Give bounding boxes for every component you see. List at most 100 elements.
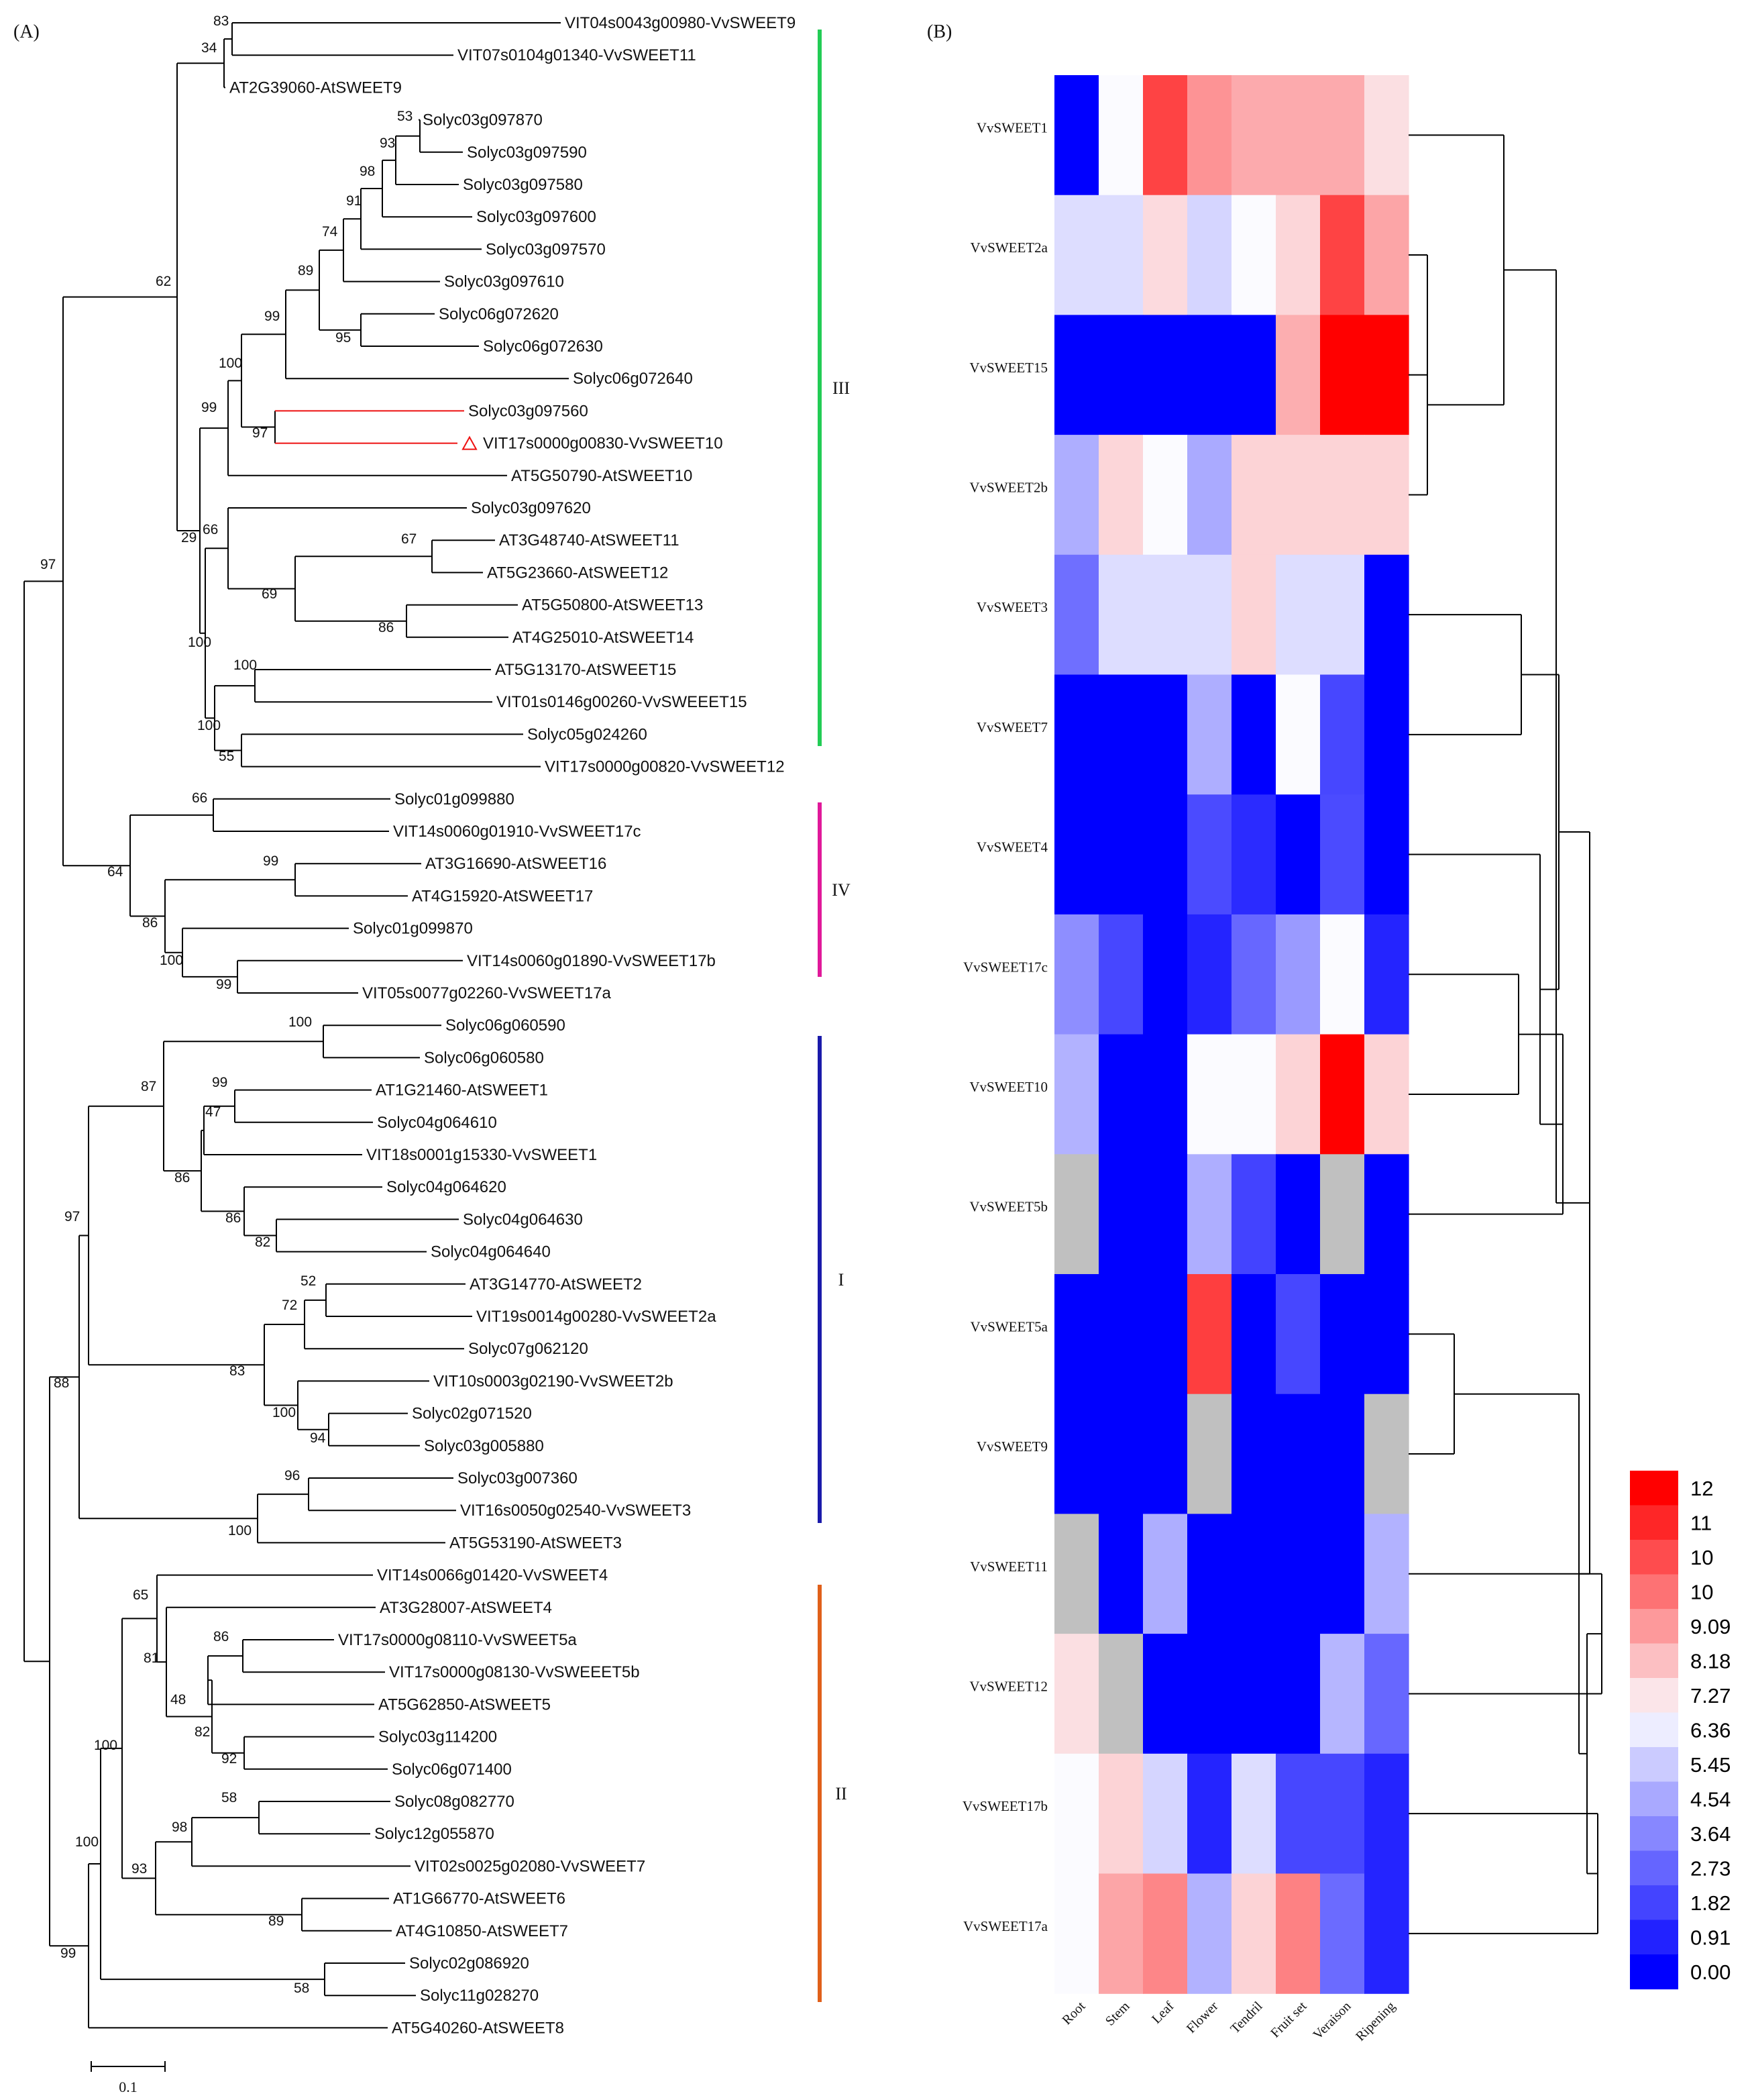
heatmap-cell <box>1232 1873 1276 1994</box>
heatmap-cell <box>1276 1154 1321 1275</box>
heatmap-cell <box>1099 794 1144 915</box>
heatmap-cell <box>1320 75 1365 196</box>
bootstrap-value: 100 <box>272 1405 296 1420</box>
bootstrap-value: 48 <box>170 1692 186 1708</box>
heatmap-cell <box>1099 1394 1144 1514</box>
legend-tick-label: 9.09 <box>1690 1615 1731 1638</box>
heatmap-cell <box>1364 1514 1409 1634</box>
heatmap-column-label: Stem <box>1103 1999 1133 2029</box>
tree-leaf-label: Solyc03g097620 <box>471 499 591 517</box>
bootstrap-value: 99 <box>212 1075 227 1090</box>
heatmap-cell <box>1232 1753 1276 1875</box>
heatmap-cell <box>1364 554 1409 676</box>
panel-a-label: (A) <box>13 21 40 42</box>
heatmap-cell <box>1187 1753 1232 1875</box>
scale-bar-label: 0.1 <box>119 2079 138 2095</box>
tree-leaf-label: AT1G21460-AtSWEET1 <box>376 1082 548 1100</box>
bootstrap-value: 55 <box>219 749 234 764</box>
heatmap-cell <box>1099 1514 1144 1634</box>
tree-leaf-label: Solyc06g072620 <box>439 305 559 323</box>
bootstrap-value: 88 <box>54 1375 69 1391</box>
bootstrap-value: 97 <box>64 1209 80 1224</box>
legend-tick-label: 2.73 <box>1690 1856 1731 1880</box>
bootstrap-value: 34 <box>201 40 217 56</box>
bootstrap-value: 99 <box>264 309 280 324</box>
bootstrap-value: 52 <box>300 1273 316 1289</box>
bootstrap-value: 100 <box>75 1834 99 1850</box>
heatmap-cell <box>1364 794 1409 915</box>
heatmap-cell <box>1320 1274 1365 1395</box>
bootstrap-value: 99 <box>201 400 217 415</box>
heatmap-cell <box>1364 1034 1409 1155</box>
heatmap-row-label: VvSWEET17a <box>963 1918 1048 1934</box>
heatmap-column-label: Root <box>1059 1999 1088 2028</box>
heatmap-cell <box>1099 315 1144 435</box>
phylogenetic-tree: 8334539398917495899997100996786696610055… <box>23 13 851 2095</box>
tree-leaf-label: Solyc11g028270 <box>420 1987 539 2005</box>
heatmap-cell <box>1187 1514 1232 1634</box>
heatmap-cell <box>1320 1034 1365 1155</box>
legend-tick-label: 0.00 <box>1690 1960 1731 1984</box>
legend-swatch <box>1630 1781 1678 1817</box>
tree-leaf-label: Solyc03g097570 <box>486 240 606 258</box>
legend-swatch <box>1630 1885 1678 1921</box>
tree-leaf-label: AT4G10850-AtSWEET7 <box>396 1922 568 1940</box>
heatmap-cell <box>1187 1034 1232 1155</box>
bootstrap-value: 100 <box>94 1738 117 1753</box>
heatmap-cell <box>1232 75 1276 196</box>
bootstrap-value: 82 <box>195 1724 210 1740</box>
heatmap-cell <box>1232 1634 1276 1754</box>
tree-leaf-label: VIT07s0104g01340-VvSWEET11 <box>457 46 696 64</box>
heatmap-cell <box>1320 914 1365 1035</box>
heatmap-cell <box>1364 1154 1409 1275</box>
tree-leaf-label: Solyc07g062120 <box>468 1340 588 1358</box>
heatmap-column-label: Veraison <box>1310 1999 1354 2042</box>
heatmap-cell <box>1054 195 1099 315</box>
legend-tick-label: 0.91 <box>1690 1926 1731 1949</box>
heatmap-cell <box>1054 1394 1099 1514</box>
bootstrap-value: 99 <box>216 977 231 992</box>
heatmap-cell <box>1232 1514 1276 1634</box>
heatmap-cell <box>1232 1154 1276 1275</box>
clade-label: IV <box>832 880 851 900</box>
heatmap-cell <box>1143 554 1188 676</box>
heatmap-cell <box>1364 75 1409 196</box>
tree-leaf-label: AT5G50800-AtSWEET13 <box>522 596 703 615</box>
bootstrap-value: 89 <box>298 263 313 278</box>
heatmap-cell <box>1187 674 1232 795</box>
heatmap-cell <box>1187 1274 1232 1395</box>
row-dendrogram <box>1409 134 1602 1934</box>
legend-tick-label: 12 <box>1690 1477 1713 1500</box>
bootstrap-value: 67 <box>401 531 417 547</box>
tree-leaf-label: AT5G53190-AtSWEET3 <box>449 1534 622 1552</box>
tree-leaf-label: Solyc03g097610 <box>444 273 564 291</box>
bootstrap-value: 83 <box>229 1363 245 1379</box>
bootstrap-value: 86 <box>213 1629 229 1644</box>
heatmap-cell <box>1099 1154 1144 1275</box>
heatmap-cell <box>1054 914 1099 1035</box>
heatmap-cell <box>1232 315 1276 435</box>
heatmap-cell <box>1276 1034 1321 1155</box>
legend-tick-label: 8.18 <box>1690 1649 1731 1673</box>
heatmap-cell <box>1143 1154 1188 1275</box>
heatmap-cell <box>1364 1634 1409 1754</box>
tree-leaf-label: AT4G15920-AtSWEET17 <box>412 887 593 905</box>
expression-heatmap: VvSWEET1 VvSWEET2a VvSWEET15 VvSWEET2b VvSWE… <box>963 75 1409 2044</box>
heatmap-row-label: VvSWEET1 <box>977 119 1048 136</box>
tree-leaf-label: Solyc06g071400 <box>392 1761 512 1779</box>
legend-swatch <box>1630 1850 1678 1886</box>
heatmap-cell <box>1099 914 1144 1035</box>
bootstrap-value: 100 <box>188 635 211 650</box>
heatmap-cell <box>1054 1634 1099 1754</box>
bootstrap-value: 66 <box>192 790 207 806</box>
bootstrap-value: 87 <box>141 1079 156 1094</box>
heatmap-cell <box>1143 1394 1188 1514</box>
bootstrap-value: 93 <box>131 1861 147 1877</box>
bootstrap-value: 96 <box>284 1468 300 1483</box>
heatmap-cell <box>1364 914 1409 1035</box>
heatmap-cell <box>1054 554 1099 676</box>
heatmap-column-label: Tendril <box>1227 1999 1266 2037</box>
legend-tick-label: 1.82 <box>1690 1891 1731 1915</box>
bootstrap-value: 95 <box>335 330 351 346</box>
